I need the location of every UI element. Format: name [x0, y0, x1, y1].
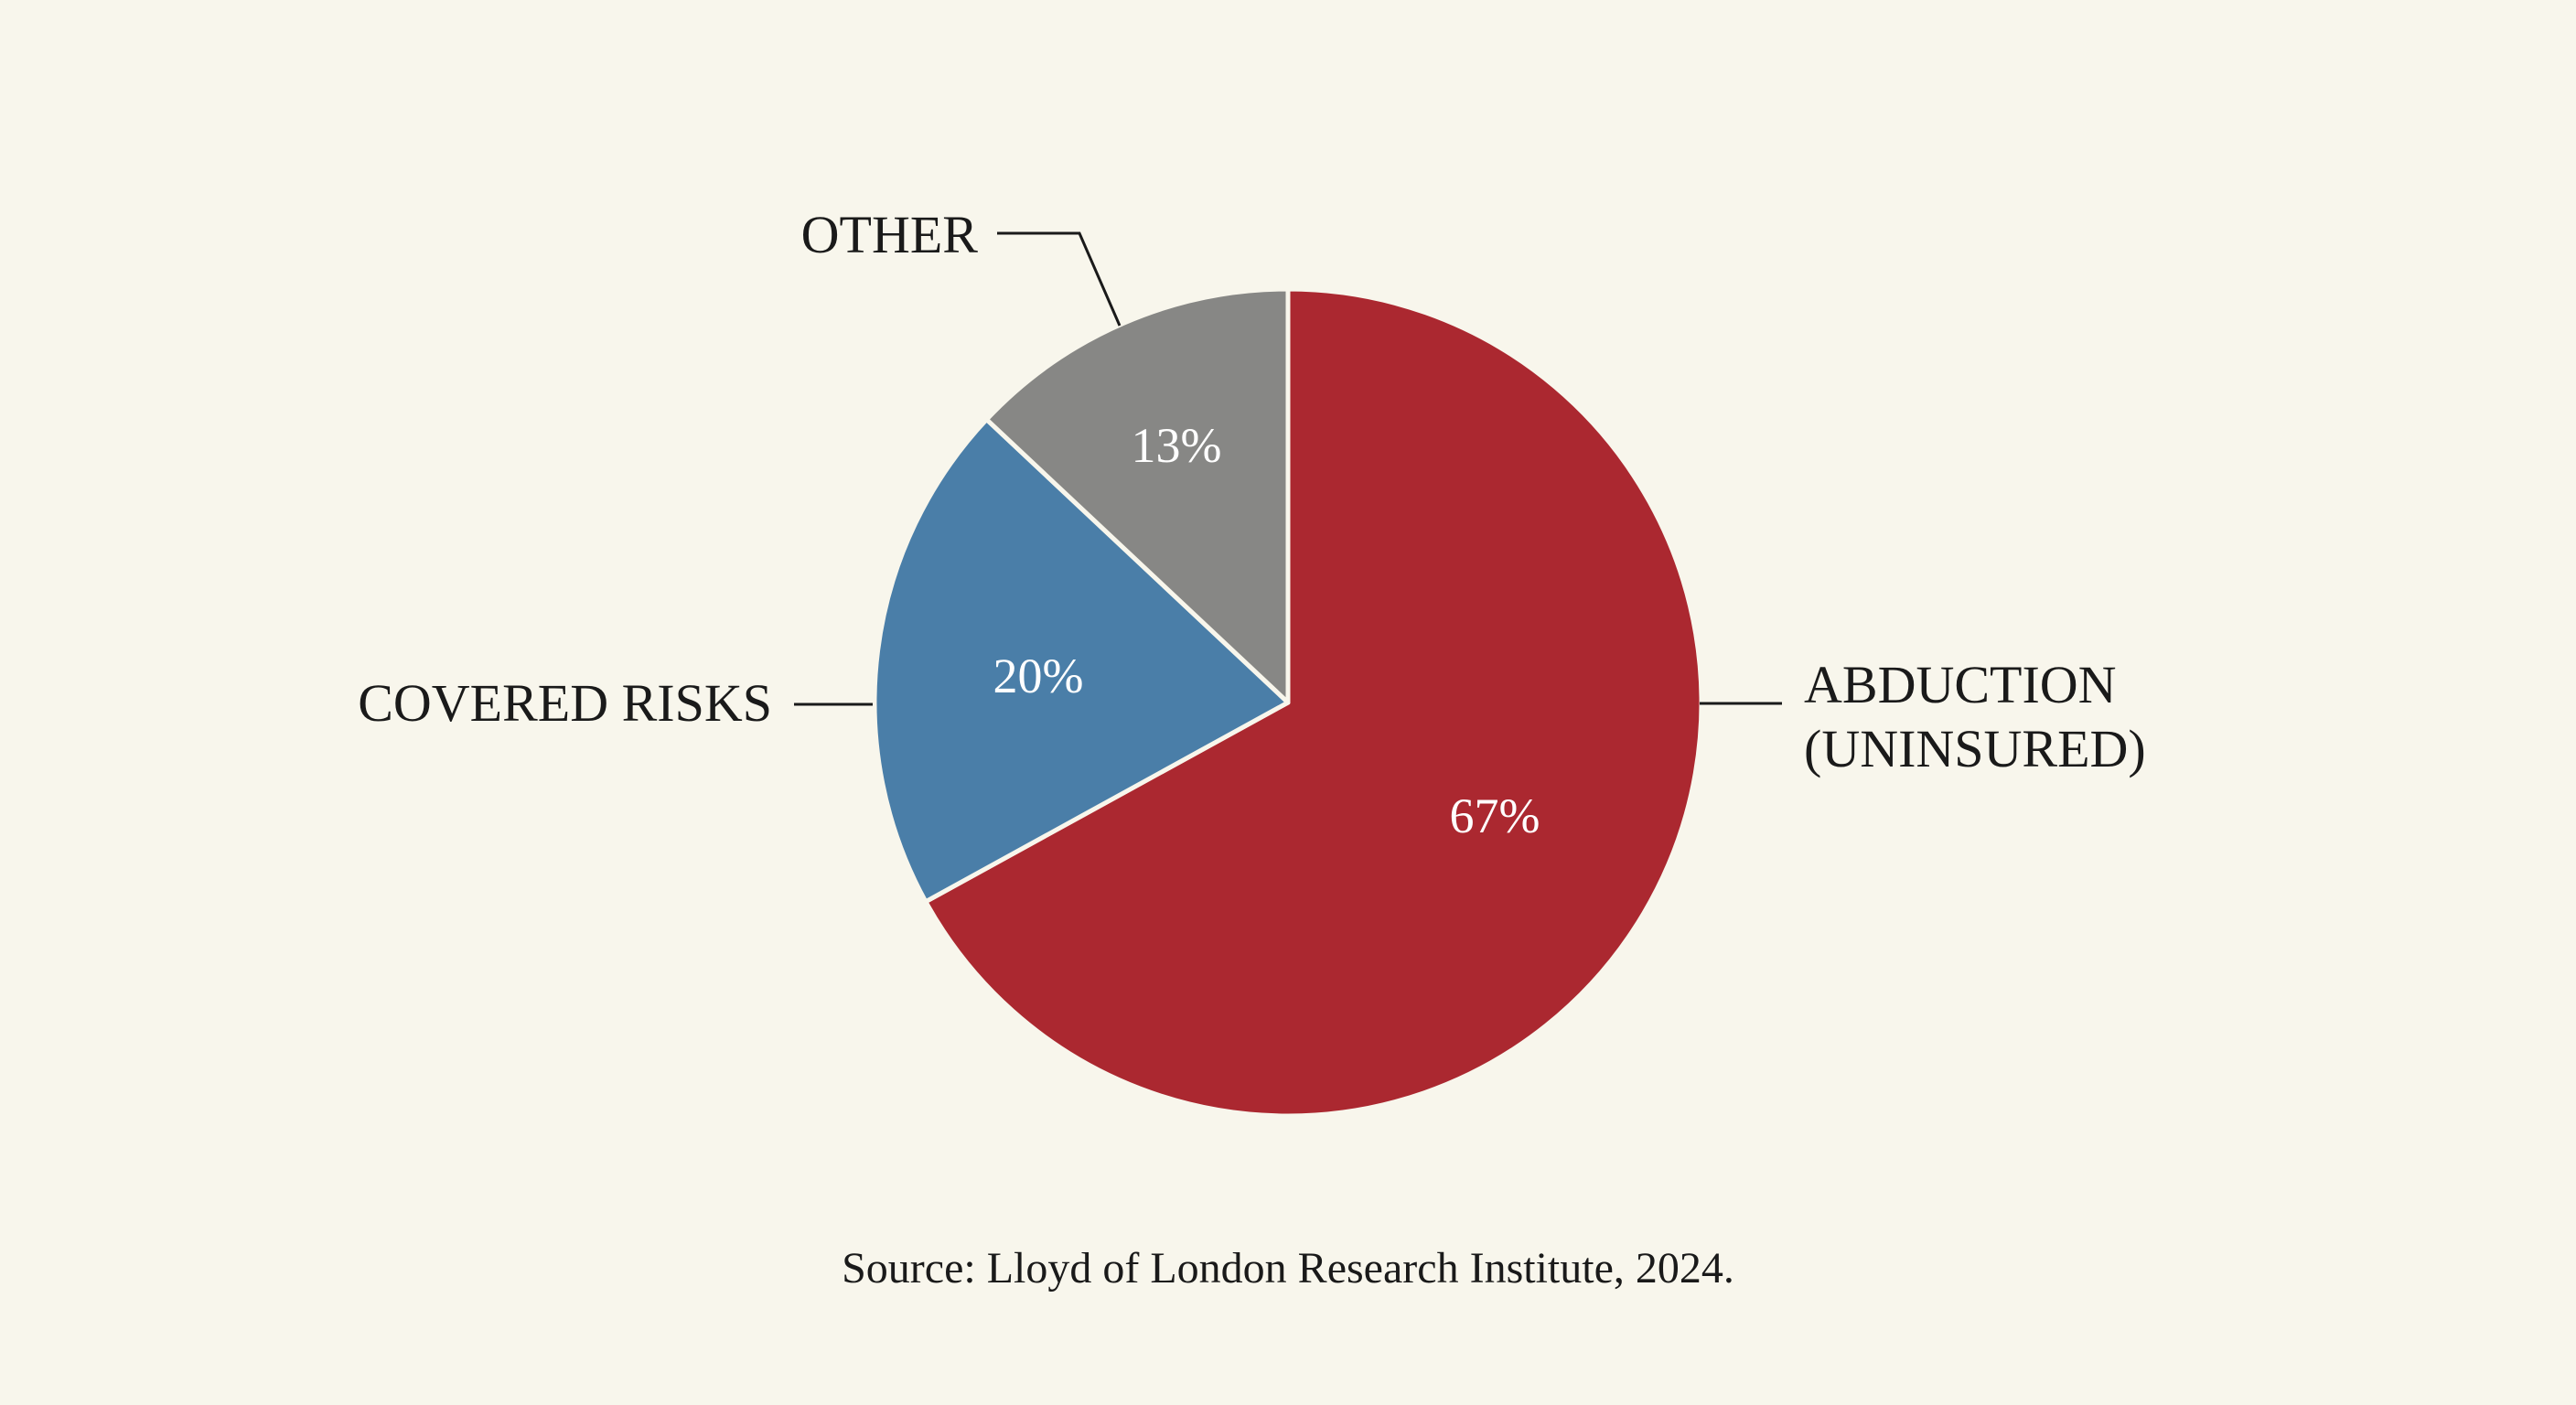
pie-slice-other [984, 286, 1291, 705]
source-note: Source: Lloyd of London Research Institu… [842, 1244, 1734, 1292]
slice-label-other: OTHER [801, 205, 979, 264]
percent-labels: 67% 20% 13% [993, 418, 1540, 843]
slice-label-abduction: ABDUCTION [1804, 655, 2117, 714]
slice-value-abduction: 67% [1450, 788, 1540, 843]
pie-slices [872, 286, 1704, 1119]
slice-label-covered-risks: COVERED RISKS [358, 673, 772, 733]
pie-slice-covered-risks [872, 417, 1291, 905]
slice-label-abduction-line2: (UNINSURED) [1804, 719, 2146, 778]
slice-value-other: 13% [1132, 418, 1222, 473]
leader-line-other [997, 231, 1122, 327]
slice-value-covered-risks: 20% [993, 649, 1084, 703]
pie-slice-abduction [923, 286, 1704, 1119]
